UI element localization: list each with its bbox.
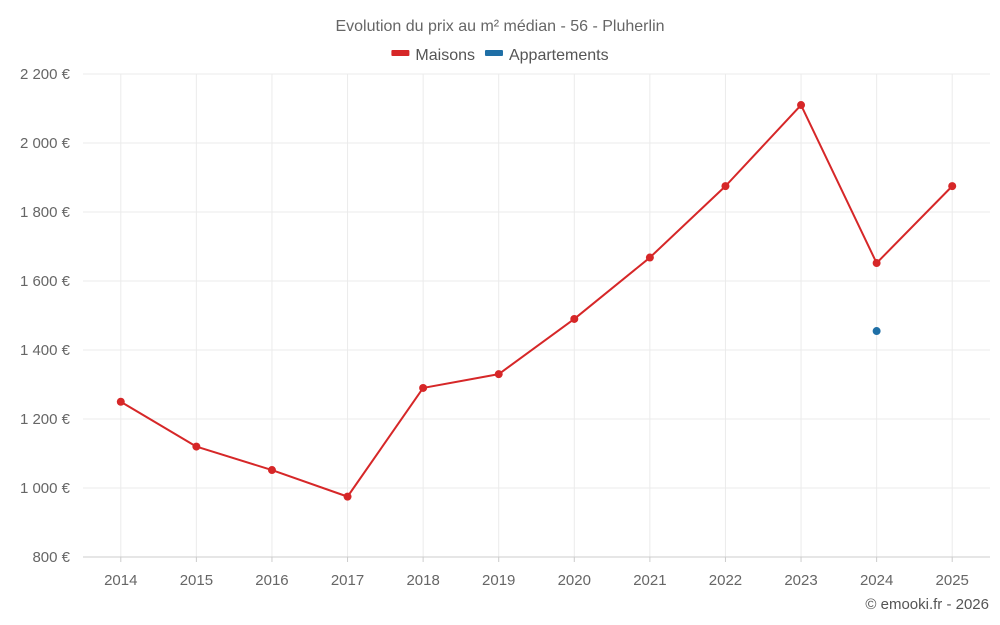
x-tick-label: 2017 xyxy=(331,572,364,589)
data-point[interactable] xyxy=(948,182,957,191)
data-point[interactable] xyxy=(267,466,276,475)
x-tick-label: 2016 xyxy=(255,572,288,589)
series-maisons xyxy=(116,101,957,501)
data-point[interactable] xyxy=(116,397,125,406)
axes: 800 € 1 000 € 1 200 € 1 400 € 1 600 € 1 800 €… xyxy=(20,66,990,589)
y-tick-label: 2 200 € xyxy=(20,66,71,83)
legend-label: Appartements xyxy=(509,47,609,64)
data-point[interactable] xyxy=(721,182,730,191)
y-tick-label: 1 200 € xyxy=(20,411,71,428)
series-line-maisons xyxy=(120,104,953,498)
legend-item-maisons[interactable]: Maisons xyxy=(391,47,475,64)
y-tick-label: 800 € xyxy=(32,549,70,566)
legend-swatch xyxy=(391,50,410,56)
legend-item-appartements[interactable]: Appartements xyxy=(484,47,609,64)
credit-text: © emooki.fr - 2026 xyxy=(865,596,989,613)
y-tick-label: 1 400 € xyxy=(20,342,71,359)
y-tick-label: 1 000 € xyxy=(20,480,71,497)
x-tick-label: 2018 xyxy=(406,572,439,589)
x-tick-label: 2020 xyxy=(558,572,591,589)
data-point[interactable] xyxy=(645,253,654,262)
x-tick-label: 2025 xyxy=(936,572,969,589)
x-tick-label: 2022 xyxy=(709,572,742,589)
y-tick-label: 1 600 € xyxy=(20,273,71,290)
x-tick-label: 2019 xyxy=(482,572,515,589)
series-appartements xyxy=(872,327,881,336)
series-layer xyxy=(116,101,957,501)
x-tick-label: 2015 xyxy=(180,572,213,589)
data-point[interactable] xyxy=(192,442,201,451)
data-point[interactable] xyxy=(419,383,428,392)
data-point[interactable] xyxy=(872,327,881,336)
data-point[interactable] xyxy=(570,314,579,323)
grid xyxy=(83,73,990,557)
y-tick-label: 2 000 € xyxy=(20,135,71,152)
legend-swatch xyxy=(484,50,503,56)
data-point[interactable] xyxy=(872,259,881,268)
x-tick-label: 2024 xyxy=(860,572,893,589)
y-tick-label: 1 800 € xyxy=(20,204,71,221)
data-point[interactable] xyxy=(343,492,352,501)
x-tick-label: 2023 xyxy=(784,572,817,589)
legend-label: Maisons xyxy=(415,47,475,64)
data-point[interactable] xyxy=(797,101,806,110)
data-point[interactable] xyxy=(494,370,503,379)
chart-title: Evolution du prix au m² médian - 56 - Pl… xyxy=(335,18,664,35)
x-tick-label: 2021 xyxy=(633,572,666,589)
legend[interactable]: Maisons Appartements xyxy=(391,47,609,64)
x-tick-label: 2014 xyxy=(104,572,137,589)
